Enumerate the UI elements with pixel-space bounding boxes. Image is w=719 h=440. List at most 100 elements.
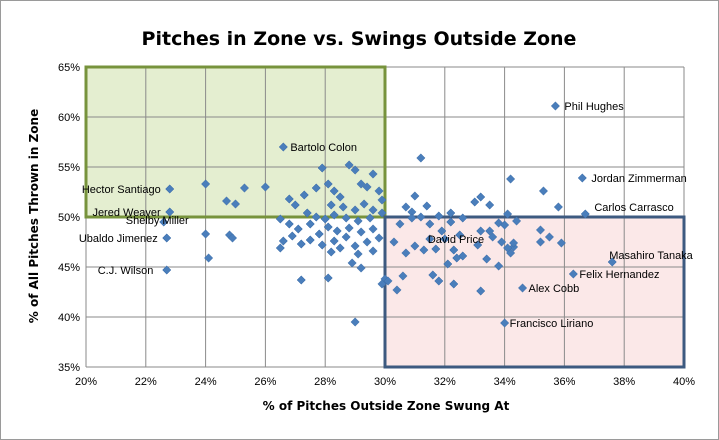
data-point [544, 232, 555, 242]
data-point [356, 263, 366, 273]
labeled-point [425, 234, 435, 244]
data-point [485, 200, 495, 210]
data-point [320, 214, 330, 224]
point-label: Hector Santiago [82, 184, 161, 196]
data-point [476, 286, 486, 296]
data-point [434, 211, 444, 221]
point-label: Phil Hughes [564, 101, 624, 113]
x-tick-label: 38% [613, 376, 635, 388]
y-tick-label: 60% [58, 112, 80, 124]
data-point [314, 229, 324, 239]
region-border-1 [383, 215, 686, 369]
data-point [482, 254, 492, 264]
data-point [356, 227, 366, 237]
data-point [410, 191, 420, 201]
data-point [416, 212, 426, 222]
data-point [329, 236, 339, 246]
data-point [221, 196, 232, 206]
data-point [485, 226, 495, 236]
data-point [296, 275, 306, 285]
data-point [377, 208, 387, 218]
data-point [425, 219, 435, 229]
labeled-point [162, 265, 172, 275]
data-point [374, 233, 384, 243]
data-point [422, 201, 432, 211]
data-point [353, 249, 363, 259]
data-point [356, 179, 366, 189]
data-point [392, 285, 402, 295]
y-tick-label: 40% [58, 312, 80, 324]
data-point [323, 179, 333, 189]
data-point [503, 243, 513, 253]
y-tick-label: 65% [58, 62, 80, 74]
point-label: Alex Cobb [529, 283, 580, 295]
data-point [329, 186, 339, 196]
data-point [440, 234, 450, 244]
data-point [239, 183, 250, 193]
data-point [299, 190, 309, 200]
data-point [362, 182, 372, 192]
data-point [389, 237, 399, 247]
data-point [497, 237, 507, 247]
data-point [311, 212, 321, 222]
data-point [368, 246, 378, 256]
point-label: Masahiro Tanaka [609, 250, 693, 262]
point-label: C.J. Wilson [98, 265, 154, 277]
x-tick-label: 22% [135, 376, 157, 388]
x-tick-label: 26% [254, 376, 276, 388]
data-point [476, 226, 486, 236]
point-label: Bartolo Colon [290, 142, 357, 154]
data-point [509, 238, 519, 248]
data-point [353, 216, 363, 226]
data-point [401, 202, 411, 212]
labeled-point [550, 101, 560, 111]
labeled-point [278, 142, 288, 152]
labeled-point [162, 233, 172, 243]
chart-title: Pitches in Zone vs. Swings Outside Zone [142, 28, 577, 50]
data-point [344, 160, 354, 170]
data-point [407, 213, 417, 223]
data-point [260, 182, 270, 192]
labeled-point [577, 173, 587, 183]
data-point [398, 271, 408, 281]
data-point [278, 236, 288, 246]
point-label: Felix Hernandez [579, 269, 659, 281]
data-point [347, 258, 357, 268]
data-point [410, 241, 420, 251]
data-point [437, 226, 447, 236]
y-tick-label: 35% [58, 362, 80, 374]
data-point [287, 231, 297, 241]
data-point [452, 253, 462, 263]
data-point [338, 202, 348, 212]
data-point [500, 220, 510, 230]
labeled-point [568, 269, 578, 279]
x-tick-label: 24% [195, 376, 217, 388]
data-point [449, 245, 459, 255]
x-axis-label: % of Pitches Outside Zone Swung At [263, 399, 510, 413]
x-tick-label: 20% [75, 376, 97, 388]
data-point [350, 205, 360, 215]
labeled-point [500, 318, 510, 328]
data-point [305, 219, 315, 229]
data-point [538, 186, 549, 196]
data-point [332, 226, 342, 236]
data-point [344, 223, 354, 233]
data-point [416, 153, 426, 163]
data-point [368, 205, 378, 215]
data-point [512, 216, 522, 226]
data-point [535, 225, 546, 235]
data-point [494, 261, 504, 271]
point-label: David Price [428, 234, 484, 246]
data-point [383, 276, 393, 286]
data-point [201, 179, 211, 189]
point-label: Ubaldo Jimenez [79, 233, 158, 245]
data-point [476, 192, 486, 202]
data-point [455, 230, 465, 240]
data-point [470, 197, 480, 207]
data-point [553, 202, 563, 212]
y-axis-label: % of All Pitches Thrown in Zone [27, 109, 41, 323]
data-point [326, 200, 336, 210]
x-tick-label: 28% [314, 376, 336, 388]
data-point [362, 237, 372, 247]
